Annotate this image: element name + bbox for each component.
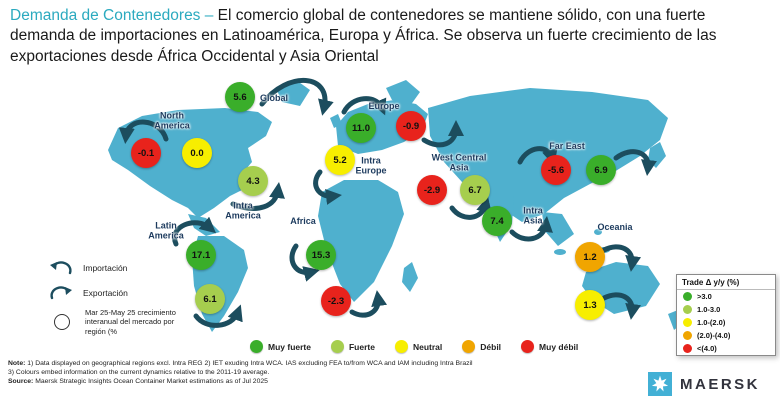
- legend-item-muy_debil: Muy débil: [521, 340, 578, 353]
- trade-bubble-north-america-mid: 0.0: [182, 138, 212, 168]
- trade-dot-neutral: [683, 318, 692, 327]
- trade-row-debil: (2.0)-(4.0): [677, 329, 775, 342]
- trade-bubble-north-america-import: -0.1: [131, 138, 161, 168]
- map-key: Importación Exportación Mar 25-May 25 cr…: [46, 258, 206, 341]
- legend-dot-neutral: [394, 340, 408, 353]
- trade-bubble-europe-import: 11.0: [346, 113, 376, 143]
- region-label-global: Global: [259, 93, 289, 104]
- import-arrow-icon: [50, 261, 72, 275]
- trade-dot-fuerte: [683, 305, 692, 314]
- trade-row-neutral: 1.0-(2.0): [677, 316, 775, 329]
- trade-legend-box: Trade Δ y/y (%) >3.0 1.0-3.0 1.0-(2.0) (2.0…: [676, 274, 776, 356]
- trade-bubble-africa-import: 15.3: [306, 240, 336, 270]
- export-key-row: Exportación: [46, 283, 206, 303]
- trade-dot-debil: [683, 331, 692, 340]
- trade-legend-title: Trade Δ y/y (%): [677, 275, 775, 290]
- bubble-key-row: Mar 25-May 25 crecimiento interanual del…: [46, 308, 206, 336]
- region-label-intra-europe: Intra Europe: [355, 155, 387, 175]
- import-label: Importación: [83, 263, 128, 273]
- trade-bubble-far-east-import: -5.6: [541, 155, 571, 185]
- title-body: El comercio global de contenedores se ma…: [10, 7, 717, 65]
- trade-bubble-intra-europe: 5.2: [325, 145, 355, 175]
- legend-label: Muy débil: [539, 341, 579, 352]
- trade-bubble-europe-export: -0.9: [396, 111, 426, 141]
- region-label-far-east: Far East: [549, 141, 585, 152]
- region-label-africa: Africa: [290, 216, 316, 227]
- maersk-logo: MAERSK: [648, 372, 760, 396]
- trade-range-label: 1.0-(2.0): [697, 318, 726, 327]
- trade-bubble-north-america-export: 4.3: [238, 166, 268, 196]
- flow-arrows: [118, 78, 657, 328]
- trade-bubble-latin-america-import: 17.1: [186, 240, 216, 270]
- trade-range-label: >3.0: [697, 292, 712, 301]
- legend-dot-muy_debil: [521, 340, 535, 353]
- trade-row-muy_debil: <(4.0): [677, 342, 775, 355]
- region-label-europe: Europe: [368, 101, 400, 112]
- note-line-1: Note: 1) Data displayed on geographical …: [8, 360, 608, 369]
- legend-item-debil: Débil: [462, 340, 501, 353]
- trade-row-muy_fuerte: >3.0: [677, 290, 775, 303]
- source-line: Source: Maersk Strategic Insights Ocean …: [8, 378, 608, 387]
- trade-dot-muy_fuerte: [683, 292, 692, 301]
- trade-range-label: <(4.0): [697, 344, 717, 353]
- legend-label: Débil: [480, 341, 502, 352]
- footnotes: Note: 1) Data displayed on geographical …: [8, 360, 608, 386]
- trade-bubble-latin-america-export: 6.1: [195, 284, 225, 314]
- legend-item-muy_fuerte: Muy fuerte: [250, 340, 311, 353]
- trade-row-fuerte: 1.0-3.0: [677, 303, 775, 316]
- legend-item-fuerte: Fuerte: [330, 340, 375, 353]
- legend-label: Neutral: [412, 341, 443, 352]
- note-text-1: 1) Data displayed on geographical region…: [27, 360, 473, 367]
- trade-bubble-intra-asia: 7.4: [482, 206, 512, 236]
- region-label-west-central-asia: West Central Asia: [431, 152, 487, 172]
- trade-bubble-oceania-import: 1.2: [575, 242, 605, 272]
- source-label: Source:: [8, 377, 34, 385]
- export-arrow-icon: [50, 286, 72, 300]
- legend-dot-fuerte: [330, 340, 344, 353]
- legend-dot-debil: [462, 340, 476, 353]
- trade-bubble-oceania-export: 1.3: [575, 290, 605, 320]
- export-label: Exportación: [83, 288, 128, 298]
- region-label-north-america: North America: [154, 110, 190, 130]
- note-text-2: 3) Colours embed information on the curr…: [8, 368, 270, 376]
- trade-range-label: 1.0-3.0: [697, 305, 721, 314]
- source-text: Maersk Strategic Insights Ocean Containe…: [35, 377, 268, 385]
- region-label-intra-asia: Intra Asia: [523, 205, 543, 225]
- category-legend: Muy fuerte Fuerte Neutral Débil Muy débil: [250, 340, 578, 353]
- trade-range-label: (2.0)-(4.0): [697, 331, 731, 340]
- maersk-star-icon: [648, 372, 672, 396]
- trade-bubble-west-central-asia-export: 6.7: [460, 175, 490, 205]
- trade-bubble-global: 5.6: [225, 82, 255, 112]
- region-label-latin-america: Latin America: [148, 220, 184, 240]
- trade-bubble-far-east-export: 6.9: [586, 155, 616, 185]
- region-label-oceania: Oceania: [597, 222, 633, 233]
- trade-bubble-africa-export: -2.3: [321, 286, 351, 316]
- title-highlight: Demanda de Contenedores –: [10, 7, 218, 24]
- legend-label: Muy fuerte: [268, 341, 311, 352]
- trade-bubble-west-central-asia-import: -2.9: [417, 175, 447, 205]
- bubble-key-icon: [54, 314, 70, 331]
- legend-dot-muy_fuerte: [250, 340, 263, 353]
- note-line-2: 3) Colours embed information on the curr…: [8, 369, 608, 378]
- legend-item-neutral: Neutral: [394, 340, 443, 353]
- bubble-key-note: Mar 25-May 25 crecimiento interanual del…: [85, 308, 176, 336]
- page-title: Demanda de Contenedores – El comercio gl…: [10, 6, 770, 67]
- maersk-wordmark: MAERSK: [680, 375, 761, 393]
- region-label-intra-america: Intra America: [225, 200, 261, 220]
- legend-label: Fuerte: [348, 341, 375, 352]
- trade-legend-rows: >3.0 1.0-3.0 1.0-(2.0) (2.0)-(4.0) <(4.0): [677, 290, 775, 355]
- import-key-row: Importación: [46, 258, 206, 278]
- note-label: Note:: [8, 360, 26, 367]
- trade-dot-muy_debil: [683, 344, 692, 353]
